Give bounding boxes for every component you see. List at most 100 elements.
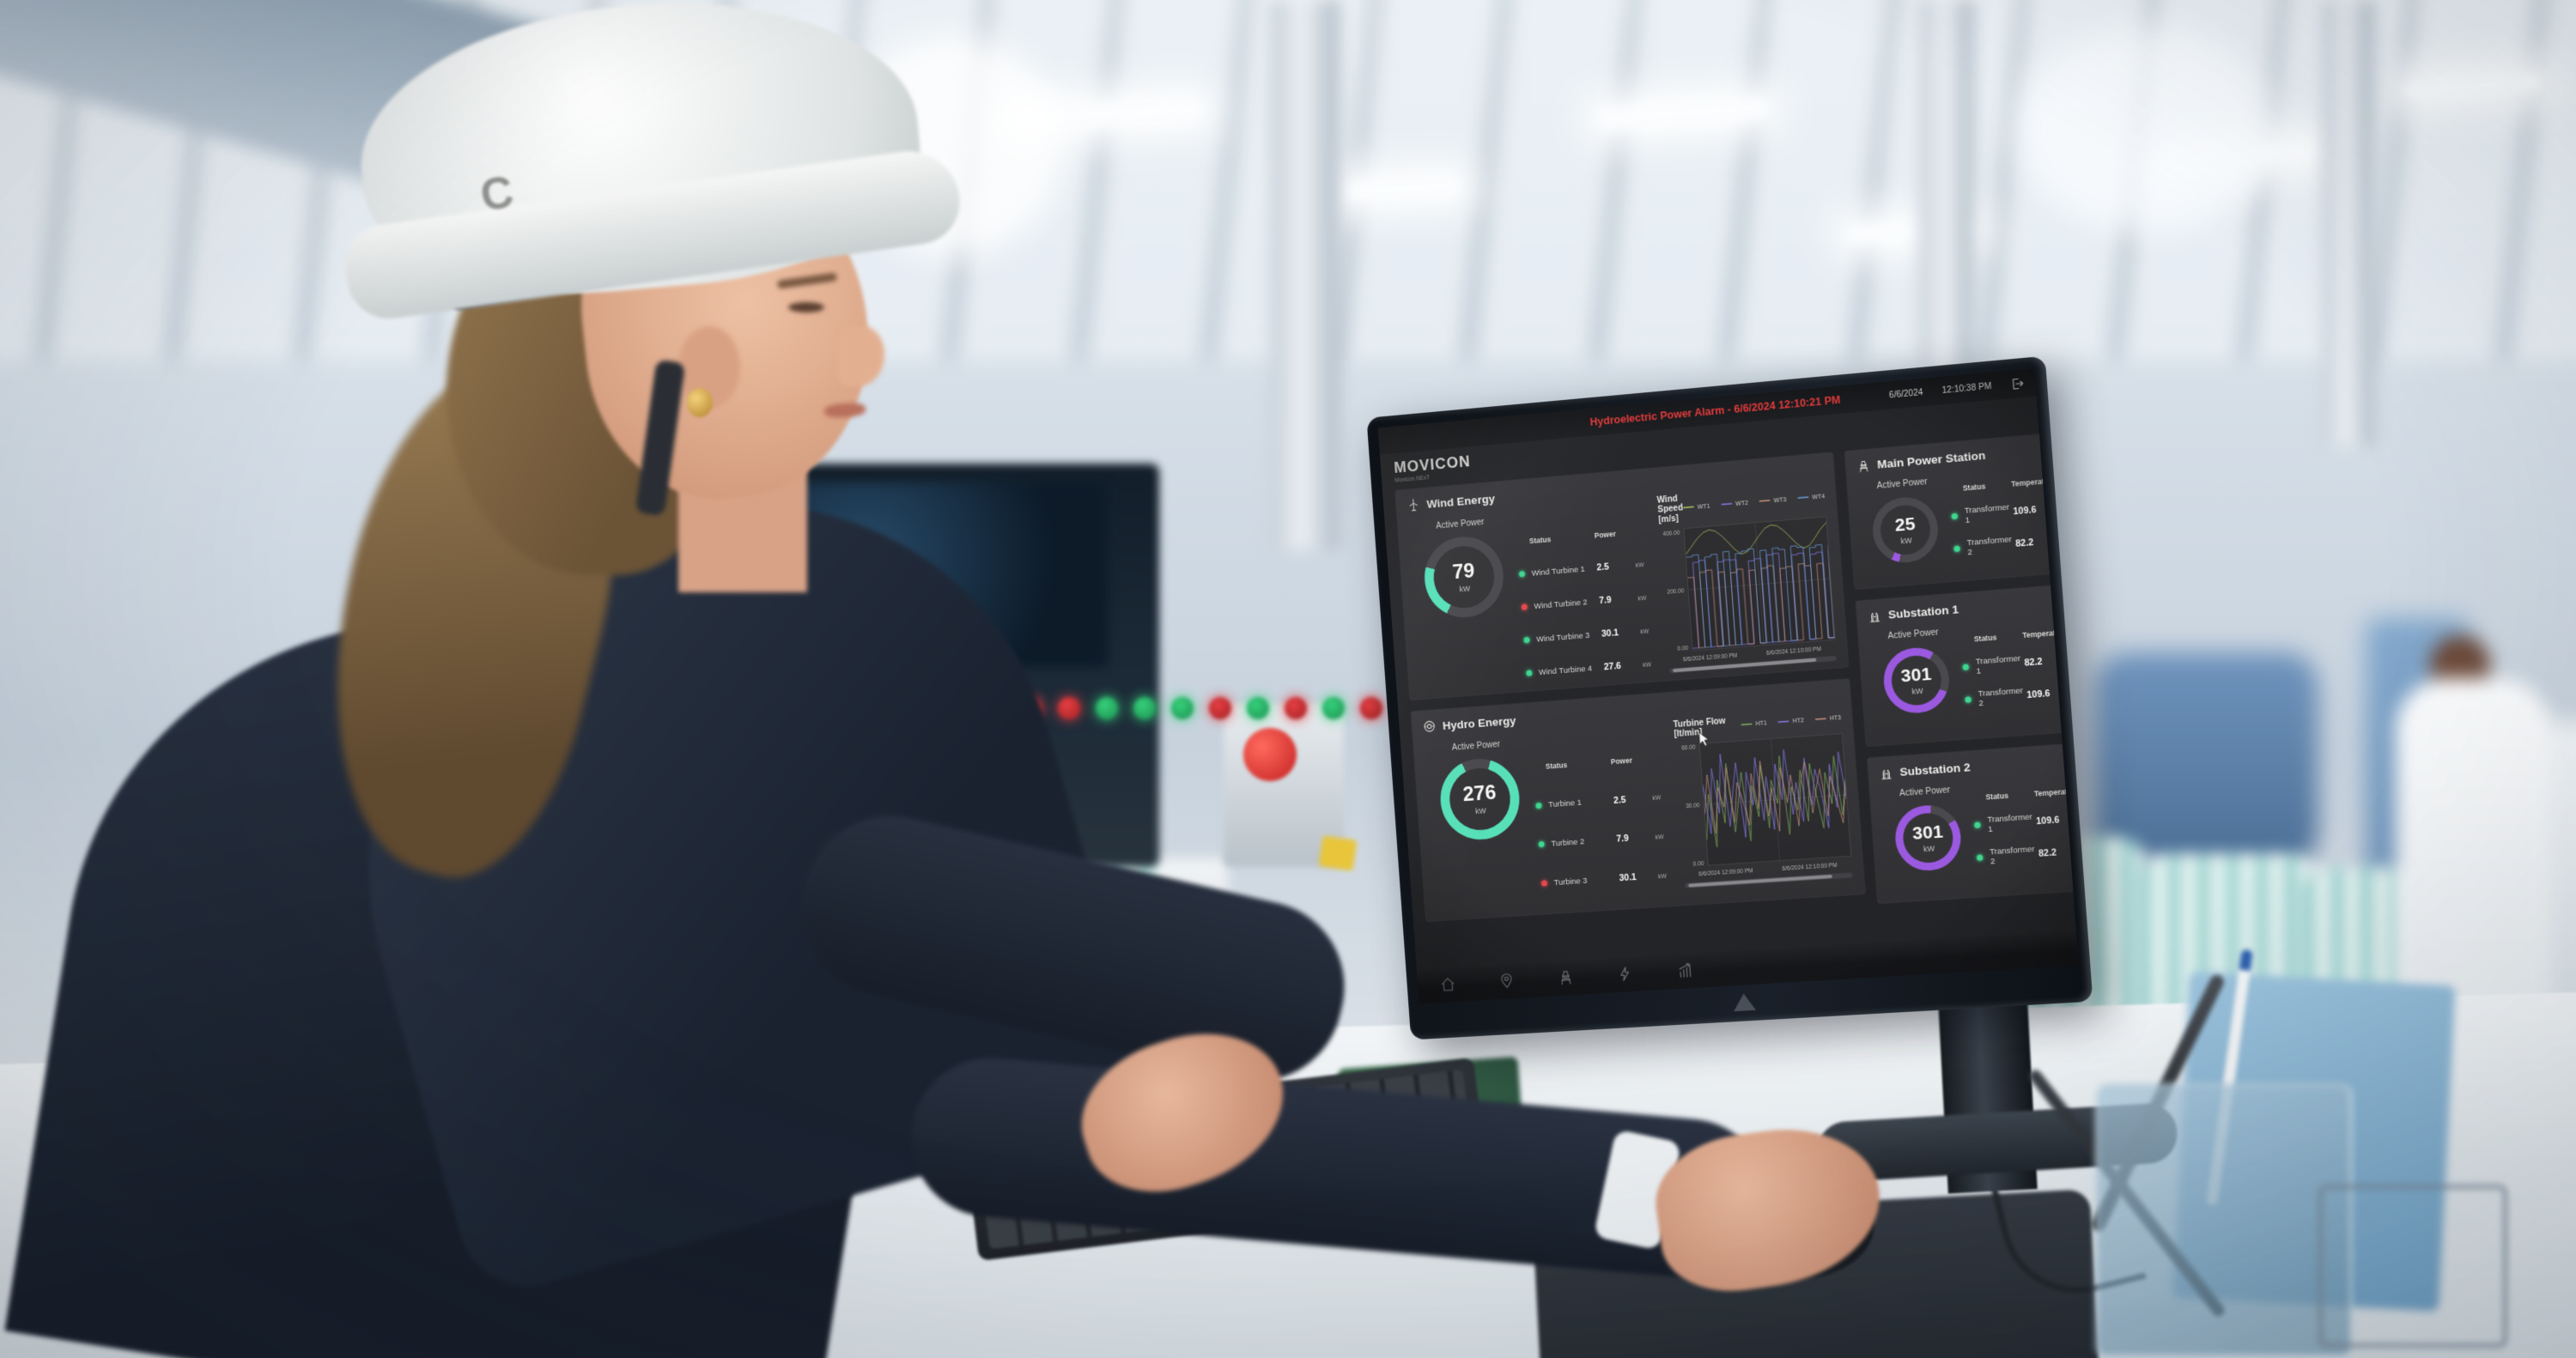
- row-unit: kW: [1657, 871, 1668, 880]
- emergency-stop-button: [1243, 728, 1297, 781]
- row-value: 82.2: [2024, 656, 2044, 668]
- legend-item: WT3: [1759, 495, 1787, 505]
- col-status: Status: [1545, 761, 1568, 771]
- row-unit: kW: [1655, 833, 1664, 840]
- hydro-icon: [1422, 719, 1436, 734]
- row-value: 82.2: [2038, 847, 2057, 859]
- plot-area: [1683, 516, 1836, 652]
- legend-swatch: [1721, 502, 1733, 506]
- plot-area: [1699, 733, 1851, 866]
- wind-turbine-table: Status Power Wind Turbine 1 2.5 kW Wind Tur…: [1513, 520, 1662, 684]
- active-power-label: Active Power: [1887, 627, 1939, 641]
- substation2-gauge: 301 kW: [1893, 803, 1964, 873]
- row-name: Turbine 1: [1547, 797, 1583, 809]
- row-unit: kW: [1637, 593, 1647, 602]
- indicator-led-red: [1209, 697, 1231, 719]
- pylon-icon[interactable]: [1558, 969, 1575, 986]
- col-power: Power: [1610, 756, 1633, 767]
- legend-label: WT3: [1773, 495, 1787, 504]
- blue-machine: [2095, 652, 2318, 867]
- eye: [788, 302, 824, 312]
- y-tick: 30.00: [1685, 801, 1700, 809]
- substation-icon: [1868, 609, 1881, 623]
- chart-legend: HT1 HT2 HT3: [1741, 714, 1841, 728]
- legend-swatch: [1683, 506, 1694, 509]
- exit-icon[interactable]: [2010, 377, 2024, 391]
- indicator-led-green: [1096, 697, 1118, 719]
- gauge-unit: kW: [1474, 805, 1486, 815]
- panel-main-power-station: Main Power Station Active Power 25: [1844, 431, 2079, 590]
- status-dot-ok: [1977, 854, 1984, 861]
- x-label-end: 6/6/2024 12:10:00 PM: [1782, 861, 1838, 872]
- panel-title: Wind Energy: [1425, 491, 1496, 511]
- wind-speed-chart: Wind Speed [m/s] WT1 WT2 WT3 WT4 400.00 200.…: [1649, 481, 1838, 674]
- status-dot-ok: [1965, 696, 1972, 703]
- gauge-unit: kW: [1911, 685, 1923, 696]
- series-WT4: [1686, 543, 1834, 648]
- location-icon[interactable]: [1498, 973, 1516, 990]
- legend-item: HT1: [1741, 719, 1767, 728]
- legend-item: WT2: [1721, 499, 1748, 508]
- energy-icon[interactable]: [1617, 966, 1634, 983]
- status-dot-alarm: [1521, 603, 1528, 610]
- series-WT1: [1685, 520, 1828, 559]
- hydro-turbine-table: Status Power Turbine 1 2.5 kW Turbine 2 7.9 k…: [1528, 745, 1677, 898]
- y-tick: 60.00: [1681, 743, 1696, 752]
- row-name: Wind Turbine 3: [1535, 630, 1590, 644]
- series-HT2: [1701, 745, 1850, 840]
- indicator-led-red: [1285, 697, 1307, 719]
- chart-legend: WT1 WT2 WT3 WT4: [1683, 493, 1825, 512]
- x-label-start: 6/6/2024 12:09:00 PM: [1682, 652, 1738, 663]
- stats-icon[interactable]: [1677, 961, 1694, 979]
- dashboard-screen: Hydroelectric Power Alarm - 6/6/2024 12:…: [1377, 368, 2079, 1004]
- legend-label: WT2: [1735, 499, 1749, 507]
- status-dot-ok: [1523, 636, 1530, 644]
- legend-swatch: [1814, 718, 1826, 720]
- active-power-label: Active Power: [1451, 738, 1501, 752]
- row-name: Transformer 2: [1978, 686, 2024, 708]
- col-status: Status: [1528, 535, 1552, 545]
- scrollbar-thumb[interactable]: [1688, 874, 1833, 888]
- status-dot-ok: [1518, 570, 1526, 578]
- mouse-cursor: [1698, 731, 1710, 748]
- row-value: 7.9: [1598, 595, 1613, 606]
- gauge-value: 276: [1461, 780, 1498, 806]
- gauge-unit: kW: [1459, 583, 1471, 593]
- gold-earring: [687, 388, 713, 417]
- indicator-led-red: [1058, 697, 1080, 719]
- status-dot-alarm: [1540, 880, 1548, 887]
- indicator-led-green: [1133, 697, 1156, 719]
- panel-title: Substation 2: [1899, 761, 1971, 779]
- row-value: 30.1: [1601, 627, 1619, 640]
- legend-swatch: [1759, 500, 1771, 502]
- chart-title: Wind Speed [m/s]: [1656, 493, 1684, 524]
- gauge-unit: kW: [1899, 535, 1912, 545]
- indicator-led-green: [1247, 697, 1269, 719]
- row-unit: kW: [1639, 627, 1649, 635]
- monitor-logo-icon: [1732, 992, 1756, 1012]
- row-name: Transformer 2: [1966, 534, 2013, 557]
- row-value: 109.6: [2026, 688, 2050, 700]
- indicator-led-green: [1171, 697, 1194, 719]
- row-unit: °C: [2076, 815, 2079, 822]
- pen-cup: [2095, 1083, 2353, 1358]
- transformer-table: Status Temperature Transformer 182.2°CTr…: [1957, 627, 2079, 710]
- status-dot-ok: [1974, 821, 1981, 829]
- legend-label: WT1: [1697, 501, 1710, 511]
- monitor: Hydroelectric Power Alarm - 6/6/2024 12:…: [1366, 355, 2093, 1040]
- row-name: Wind Turbine 1: [1531, 564, 1586, 578]
- turbine-flow-chart: Turbine Flow [lt/min] HT1 HT2 HT3 60.00 30.…: [1665, 707, 1853, 888]
- y-tick: 0.00: [1677, 644, 1689, 652]
- scada-dashboard: Hydroelectric Power Alarm - 6/6/2024 12:…: [1377, 368, 2079, 1004]
- home-icon[interactable]: [1439, 976, 1456, 993]
- monitor-bezel: Hydroelectric Power Alarm - 6/6/2024 12:…: [1366, 355, 2093, 1040]
- gauge-unit: kW: [1923, 843, 1935, 853]
- hydro-power-gauge: 276 kW: [1437, 755, 1522, 842]
- col-status: Status: [1962, 482, 1986, 493]
- legend-item: HT3: [1814, 714, 1841, 723]
- legend-label: HT3: [1829, 713, 1842, 722]
- status-dot-ok: [1538, 841, 1545, 848]
- indicator-led-green: [1322, 697, 1345, 719]
- panel-substation-2: Substation 2 Active Power 301 kW: [1867, 742, 2079, 904]
